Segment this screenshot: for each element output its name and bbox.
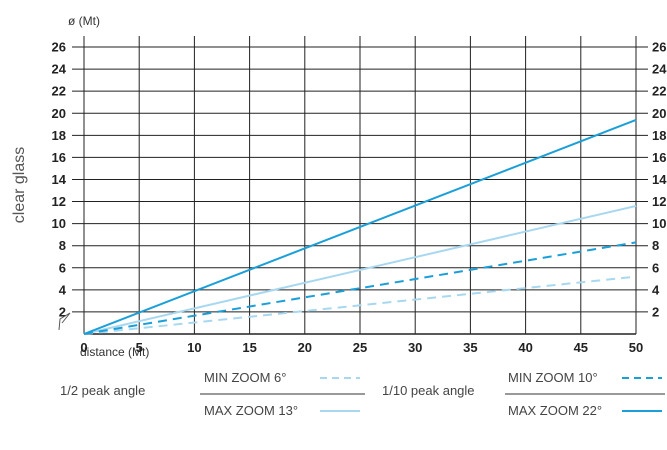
legend-group-label-half: 1/2 peak angle bbox=[60, 383, 145, 398]
x-tick-label: 20 bbox=[298, 340, 312, 355]
y-tick-label-right: 20 bbox=[652, 106, 666, 121]
y-tick-label-left: 2 bbox=[59, 304, 66, 319]
y-tick-label-left: 20 bbox=[52, 106, 66, 121]
y-tick-label-right: 22 bbox=[652, 84, 666, 99]
x-tick-label: 30 bbox=[408, 340, 422, 355]
y-tick-label-right: 10 bbox=[652, 216, 666, 231]
y-axis-label: ø (Mt) bbox=[68, 14, 100, 28]
y-tick-label-left: 8 bbox=[59, 238, 66, 253]
y-tick-label-right: 24 bbox=[652, 62, 667, 77]
y-tick-label-right: 16 bbox=[652, 150, 666, 165]
x-tick-label: 35 bbox=[463, 340, 477, 355]
y-tick-label-left: 24 bbox=[52, 62, 67, 77]
legend-entry-min-zoom-6: MIN ZOOM 6° bbox=[204, 370, 286, 385]
y-tick-label-left: 12 bbox=[52, 194, 66, 209]
x-tick-label: 5 bbox=[136, 340, 143, 355]
axis-break-icon bbox=[58, 312, 71, 331]
x-tick-label: 25 bbox=[353, 340, 367, 355]
y-tick-label-left: 22 bbox=[52, 84, 66, 99]
y-tick-label-left: 18 bbox=[52, 128, 66, 143]
x-tick-label: 10 bbox=[187, 340, 201, 355]
grid bbox=[72, 36, 648, 335]
y-tick-label-left: 16 bbox=[52, 150, 66, 165]
y-tick-label-left: 4 bbox=[59, 282, 67, 297]
y-tick-label-right: 2 bbox=[652, 304, 659, 319]
series-line-0 bbox=[83, 275, 637, 335]
series-line-1 bbox=[83, 204, 637, 335]
x-axis-label: distance (Mt) bbox=[80, 345, 149, 359]
y-tick-label-left: 6 bbox=[59, 260, 66, 275]
y-tick-label-right: 8 bbox=[652, 238, 659, 253]
y-tick-label-right: 18 bbox=[652, 128, 666, 143]
y-tick-label-right: 26 bbox=[652, 40, 666, 55]
series-lines bbox=[83, 118, 637, 335]
x-tick-label: 45 bbox=[574, 340, 588, 355]
x-tick-label: 40 bbox=[518, 340, 532, 355]
y-tick-label-left: 26 bbox=[52, 40, 66, 55]
x-tick-label: 0 bbox=[80, 340, 87, 355]
legend-entry-min-zoom-10: MIN ZOOM 10° bbox=[508, 370, 598, 385]
legend-entry-max-zoom-13: MAX ZOOM 13° bbox=[204, 403, 298, 418]
y-tick-label-left: 14 bbox=[52, 172, 67, 187]
side-label: clear glass bbox=[11, 147, 28, 223]
legend: 1/2 peak angle MIN ZOOM 6° MAX ZOOM 13° … bbox=[60, 370, 665, 418]
y-tick-label-right: 14 bbox=[652, 172, 667, 187]
series-line-3 bbox=[83, 118, 637, 335]
y-tick-label-right: 4 bbox=[652, 282, 660, 297]
y-tick-label-left: 10 bbox=[52, 216, 66, 231]
legend-group-label-tenth: 1/10 peak angle bbox=[382, 383, 475, 398]
x-tick-label: 50 bbox=[629, 340, 643, 355]
legend-entry-max-zoom-22: MAX ZOOM 22° bbox=[508, 403, 602, 418]
series-line-2 bbox=[83, 241, 637, 335]
y-tick-label-right: 12 bbox=[652, 194, 666, 209]
x-tick-label: 15 bbox=[242, 340, 256, 355]
y-tick-label-right: 6 bbox=[652, 260, 659, 275]
